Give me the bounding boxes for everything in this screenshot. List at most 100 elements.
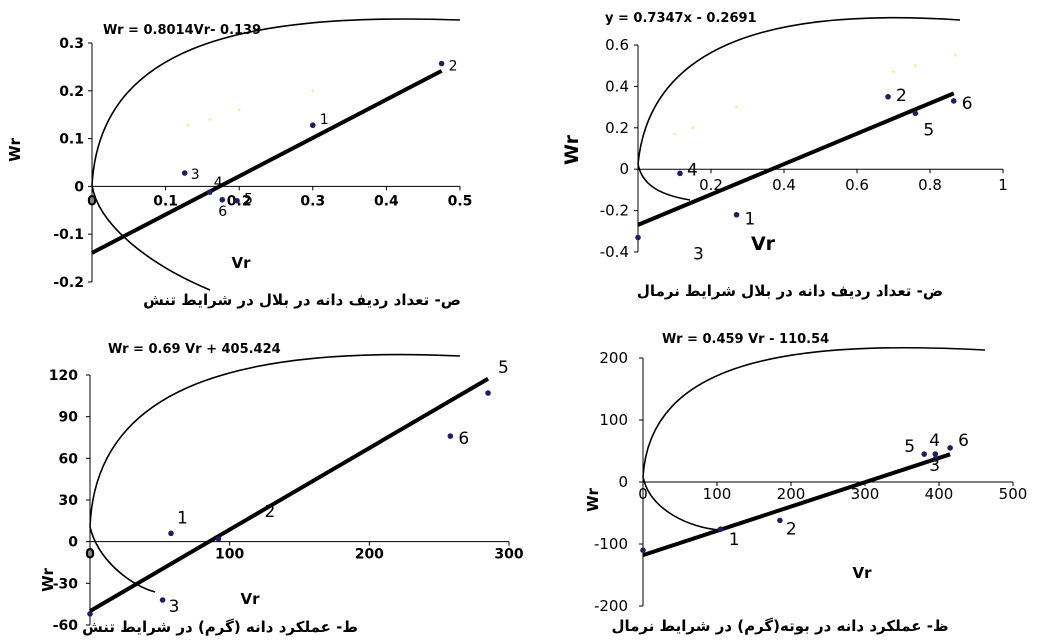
y-tick-label: 100 xyxy=(599,411,628,429)
parabola-curve xyxy=(637,16,961,201)
y-tick-label: 0 xyxy=(74,179,84,195)
regression-line xyxy=(91,69,443,255)
y-tick-label: 0.6 xyxy=(605,36,629,54)
y-tick-label: 0 xyxy=(68,535,78,551)
y-tick-label: -100 xyxy=(594,535,628,553)
y-tick-label: 0.2 xyxy=(59,84,84,100)
secondary-point xyxy=(914,64,917,68)
chart-title: Wr = 0.8014Vr- 0.139 xyxy=(103,23,261,38)
y-tick-label: -0.2 xyxy=(53,275,84,291)
chart-title: Wr = 0.459 Vr - 110.54 xyxy=(662,332,829,347)
x-axis-label: Vr xyxy=(240,590,260,608)
secondary-point xyxy=(208,118,212,121)
data-point-6 xyxy=(219,196,226,203)
x-tick-label: 0.5 xyxy=(448,193,473,209)
data-point-2 xyxy=(215,536,222,542)
x-tick-label: 0.8 xyxy=(918,176,942,194)
data-point-1 xyxy=(310,122,316,129)
y-tick-label: 90 xyxy=(59,410,79,426)
y-tick-label: -200 xyxy=(594,597,628,615)
data-point-3 xyxy=(181,170,188,176)
secondary-point xyxy=(691,126,695,130)
point-label-5: 5 xyxy=(498,358,509,378)
point-label-1: 1 xyxy=(320,112,329,128)
data-point-3 xyxy=(159,597,166,603)
x-tick-label: 0.4 xyxy=(374,193,399,209)
y-tick-label: 0.3 xyxy=(59,36,84,52)
y-axis-label: Wr xyxy=(39,568,57,592)
data-point-3 xyxy=(932,456,939,462)
y-tick-label: -0.2 xyxy=(600,202,629,220)
secondary-point xyxy=(954,53,957,57)
point-label-1: 1 xyxy=(729,530,740,550)
x-tick-label: 300 xyxy=(494,547,523,563)
regression-line xyxy=(637,91,955,227)
chart-caption: ص- تعداد ردیف دانه در بلال در شرایط تنش xyxy=(143,291,461,309)
parabola-curve xyxy=(642,346,986,531)
point-label-6: 6 xyxy=(218,204,227,220)
data-point-5 xyxy=(912,110,919,117)
point-label-5: 5 xyxy=(244,192,253,208)
point-label-4: 4 xyxy=(687,160,698,180)
y-tick-label: 200 xyxy=(599,349,628,367)
y-tick-label: 0 xyxy=(619,160,629,178)
chart-caption: ط- عملکرد دانه (گرم) در شرایط تنش xyxy=(82,618,358,636)
secondary-point xyxy=(186,123,190,127)
point-label-6: 6 xyxy=(962,94,973,114)
point-label-3: 3 xyxy=(169,597,180,617)
point-label-2: 2 xyxy=(896,86,907,106)
y-tick-label: 60 xyxy=(59,451,79,467)
y-tick-label: 0 xyxy=(618,473,628,491)
data-point-5 xyxy=(921,451,927,457)
y-tick-label: 0.2 xyxy=(605,119,629,137)
point-label-3: 3 xyxy=(693,245,704,265)
data-point-2 xyxy=(885,93,891,100)
x-tick-label: 200 xyxy=(355,547,384,563)
x-axis-label: Vr xyxy=(751,233,776,255)
point-label-3: 3 xyxy=(191,167,200,183)
x-tick-label: 0.6 xyxy=(845,176,869,194)
data-point-5 xyxy=(234,197,240,204)
point-label-2: 2 xyxy=(264,502,275,522)
chart-caption: ظ- عملکرد دانه در بوته(گرم) در شرایط نرم… xyxy=(611,617,948,635)
y-axis-label: Wr xyxy=(561,134,583,165)
point-label-2: 2 xyxy=(786,519,797,539)
point-label-1: 1 xyxy=(177,508,188,528)
parabola-curve xyxy=(91,18,461,291)
data-point-4 xyxy=(87,611,93,617)
x-tick-label: 500 xyxy=(999,485,1028,503)
x-tick-label: 200 xyxy=(777,485,806,503)
regression-line xyxy=(642,452,951,558)
point-label-5: 5 xyxy=(923,120,934,140)
data-point-1 xyxy=(717,526,724,532)
x-axis-label: Vr xyxy=(852,564,872,582)
point-label-2: 2 xyxy=(449,59,458,75)
y-tick-label: 30 xyxy=(59,493,79,509)
y-axis-label: Wr xyxy=(584,488,602,512)
secondary-point xyxy=(673,132,676,136)
data-point-1 xyxy=(733,211,740,218)
data-point-3 xyxy=(635,234,641,241)
data-point-7 xyxy=(640,547,646,553)
regression-line xyxy=(88,377,490,613)
secondary-point xyxy=(237,108,241,112)
data-point-2 xyxy=(438,60,445,67)
x-tick-label: 1 xyxy=(998,176,1008,194)
chart-title: Wr = 0.69 Vr + 405.424 xyxy=(108,342,281,357)
y-axis-label: Wr xyxy=(6,138,24,162)
panel-tr: 0.6 0.4 0.2 0 -0.2 -0.4 0.2 0.4 0.6 0.8 1 1 2 3 4 5 6 y =… xyxy=(561,11,1008,300)
y-tick-label: -30 xyxy=(53,576,79,592)
x-tick-label: 0 xyxy=(85,547,95,563)
x-tick-label: 300 xyxy=(851,485,880,503)
data-point-4 xyxy=(677,170,683,177)
x-tick-label: 0 xyxy=(87,193,97,209)
x-tick-label: 0.3 xyxy=(300,193,325,209)
x-tick-label: 100 xyxy=(215,547,244,563)
point-label-6: 6 xyxy=(958,431,969,451)
x-tick-label: 0.2 xyxy=(699,176,723,194)
y-tick-label: 0.1 xyxy=(59,132,84,148)
chart-title: y = 0.7347x - 0.2691 xyxy=(605,11,757,26)
y-tick-label: -0.1 xyxy=(53,227,84,243)
